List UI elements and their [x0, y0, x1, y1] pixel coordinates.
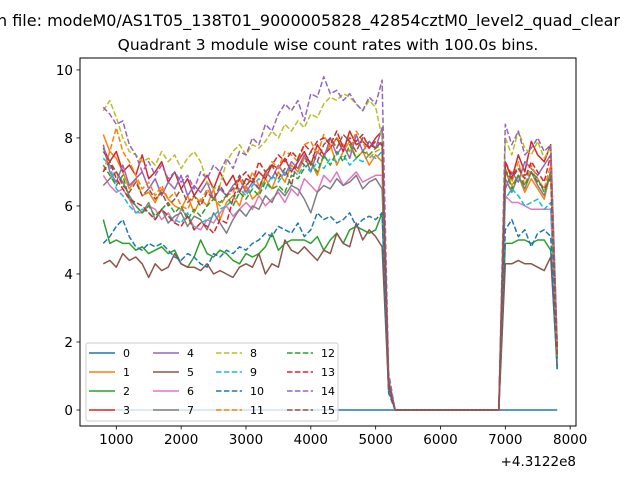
legend-label: 15: [321, 404, 335, 417]
series-line-15: [102, 133, 558, 411]
legend-entry-9: 9: [216, 366, 257, 379]
legend-entry-15: 15: [287, 404, 335, 417]
legend-box: [85, 342, 339, 422]
series-line-14: [102, 75, 558, 411]
legend-entry-4: 4: [153, 347, 194, 360]
legend-label: 1: [123, 366, 130, 379]
x-tick-label: 8000: [553, 432, 587, 448]
x-tick-label: 2000: [164, 432, 198, 448]
legend-label: 7: [187, 404, 194, 417]
legend-entry-11: 11: [216, 404, 264, 417]
legend-label: 12: [321, 347, 335, 360]
y-tick-label: 0: [64, 403, 73, 419]
x-offset-label: +4.3122e8: [501, 454, 576, 470]
legend-entry-8: 8: [216, 347, 257, 360]
legend-label: 14: [321, 385, 335, 398]
legend-label: 3: [123, 404, 130, 417]
series-layer: [102, 75, 558, 411]
legend-label: 8: [250, 347, 257, 360]
legend-label: 9: [250, 366, 257, 379]
legend-entry-3: 3: [89, 404, 130, 417]
legend-label: 10: [250, 385, 264, 398]
legend-entry-0: 0: [89, 347, 130, 360]
chart-title: Quadrant 3 module wise count rates with …: [118, 36, 539, 54]
legend-entry-13: 13: [287, 366, 335, 379]
legend-label: 5: [187, 366, 194, 379]
legend-label: 4: [187, 347, 194, 360]
x-tick-label: 4000: [294, 432, 328, 448]
figure-suptitle: n file: modeM0/AS1T05_138T01_9000005828_…: [0, 11, 620, 31]
legend-label: 2: [123, 385, 130, 398]
y-tick-label: 6: [64, 199, 73, 215]
x-tick-label: 3000: [229, 432, 263, 448]
legend-entry-10: 10: [216, 385, 264, 398]
legend-entry-12: 12: [287, 347, 335, 360]
y-tick-label: 4: [64, 267, 73, 283]
legend-label: 0: [123, 347, 130, 360]
x-tick-label: 7000: [488, 432, 522, 448]
x-tick-label: 6000: [423, 432, 457, 448]
legend-label: 13: [321, 366, 335, 379]
x-tick-label: 1000: [99, 432, 133, 448]
axes-frame: [79, 57, 577, 427]
legend-entry-1: 1: [89, 366, 130, 379]
y-tick-label: 10: [56, 63, 73, 79]
legend-label: 6: [187, 385, 194, 398]
legend-entry-7: 7: [153, 404, 194, 417]
legend-entry-6: 6: [153, 385, 194, 398]
y-tick-label: 2: [64, 335, 73, 351]
x-tick-label: 5000: [358, 432, 392, 448]
legend-entry-14: 14: [287, 385, 335, 398]
legend-entry-2: 2: [89, 385, 130, 398]
legend-entry-5: 5: [153, 366, 194, 379]
y-tick-label: 8: [64, 131, 73, 147]
series-line-12: [102, 143, 558, 411]
legend-label: 11: [250, 404, 264, 417]
